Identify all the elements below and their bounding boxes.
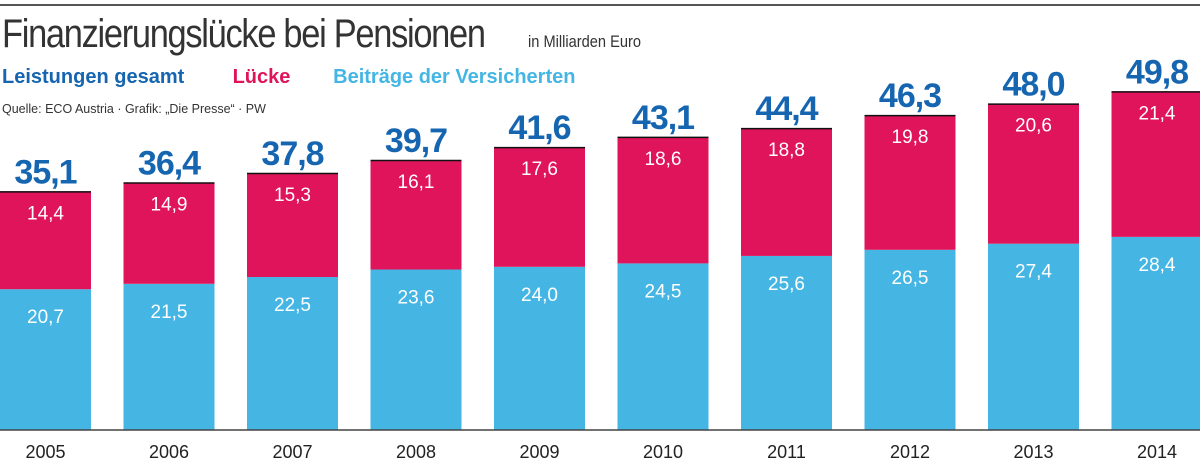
x-tick-2005: 2005 xyxy=(25,442,65,462)
bar-gap-2009 xyxy=(494,147,585,267)
label-gap-2008: 16,1 xyxy=(398,172,435,193)
bar-gap-2013 xyxy=(988,103,1079,244)
label-total-2008: 39,7 xyxy=(385,122,447,160)
chart-title: Finanzierungslücke bei Pensionen xyxy=(2,12,486,56)
bar-gap-2011 xyxy=(741,128,832,256)
legend-total: Leistungen gesamt xyxy=(2,66,185,88)
source-note: Quelle: ECO Austria · Grafik: „Die Press… xyxy=(2,102,266,116)
label-total-2009: 41,6 xyxy=(508,109,570,147)
legend-contributions: Beiträge der Versicherten xyxy=(333,66,576,88)
bar-gap-2007 xyxy=(247,172,338,277)
label-contributions-2006: 21,5 xyxy=(151,302,188,323)
label-contributions-2012: 26,5 xyxy=(892,268,929,289)
legend-gap: Lücke xyxy=(232,66,291,88)
label-contributions-2008: 23,6 xyxy=(398,288,435,309)
x-tick-2008: 2008 xyxy=(396,442,436,462)
bar-gap-2012 xyxy=(864,115,956,250)
label-gap-2013: 20,6 xyxy=(1015,116,1052,137)
bar-contributions-2013 xyxy=(988,243,1079,430)
label-contributions-2005: 20,7 xyxy=(27,307,64,328)
x-tick-2007: 2007 xyxy=(272,442,312,462)
label-contributions-2010: 24,5 xyxy=(645,281,682,302)
label-contributions-2009: 24,0 xyxy=(521,285,558,306)
x-tick-2006: 2006 xyxy=(149,442,189,462)
label-total-2011: 44,4 xyxy=(755,90,818,128)
label-contributions-2007: 22,5 xyxy=(274,295,311,316)
bar-contributions-2012 xyxy=(864,249,956,430)
label-total-2013: 48,0 xyxy=(1002,66,1064,104)
label-total-2005: 35,1 xyxy=(14,153,76,191)
label-gap-2005: 14,4 xyxy=(27,203,64,224)
x-tick-2010: 2010 xyxy=(643,442,683,462)
label-gap-2007: 15,3 xyxy=(274,185,311,206)
top-rule xyxy=(0,4,1200,6)
x-tick-2009: 2009 xyxy=(519,442,559,462)
label-gap-2010: 18,6 xyxy=(645,149,682,170)
legend: Leistungen gesamt Lücke Beiträge der Ver… xyxy=(2,66,575,89)
unit-label: in Milliarden Euro xyxy=(527,32,641,51)
bar-contributions-2006 xyxy=(123,283,215,430)
bar-contributions-2014 xyxy=(1111,236,1200,430)
label-total-2010: 43,1 xyxy=(632,99,694,137)
bar-contributions-2010 xyxy=(617,263,709,430)
label-gap-2009: 17,6 xyxy=(521,159,558,180)
label-total-2012: 46,3 xyxy=(879,77,941,115)
bar-gap-2010 xyxy=(617,136,709,264)
bar-contributions-2007 xyxy=(247,277,338,430)
label-total-2007: 37,8 xyxy=(261,135,323,173)
bar-contributions-2009 xyxy=(494,266,585,430)
title-row: Finanzierungslücke bei Pensionen in Mill… xyxy=(2,12,659,57)
bar-gap-2014 xyxy=(1111,91,1200,237)
label-gap-2012: 19,8 xyxy=(892,127,929,148)
label-contributions-2013: 27,4 xyxy=(1015,262,1052,283)
bar-contributions-2011 xyxy=(741,255,832,430)
label-total-2006: 36,4 xyxy=(138,144,201,182)
label-gap-2006: 14,9 xyxy=(151,194,188,215)
label-contributions-2014: 28,4 xyxy=(1139,255,1176,276)
x-tick-2012: 2012 xyxy=(890,442,930,462)
bar-gap-2005 xyxy=(0,191,91,290)
label-gap-2014: 21,4 xyxy=(1139,103,1176,124)
x-tick-2013: 2013 xyxy=(1013,442,1053,462)
x-tick-2011: 2011 xyxy=(767,442,806,462)
label-total-2014: 49,8 xyxy=(1126,53,1188,91)
bar-contributions-2005 xyxy=(0,289,91,430)
bar-contributions-2008 xyxy=(370,269,462,430)
label-contributions-2011: 25,6 xyxy=(768,274,805,295)
x-tick-2014: 2014 xyxy=(1137,442,1177,462)
label-gap-2011: 18,8 xyxy=(768,140,805,161)
bar-gap-2008 xyxy=(370,160,462,270)
bar-gap-2006 xyxy=(123,182,215,284)
